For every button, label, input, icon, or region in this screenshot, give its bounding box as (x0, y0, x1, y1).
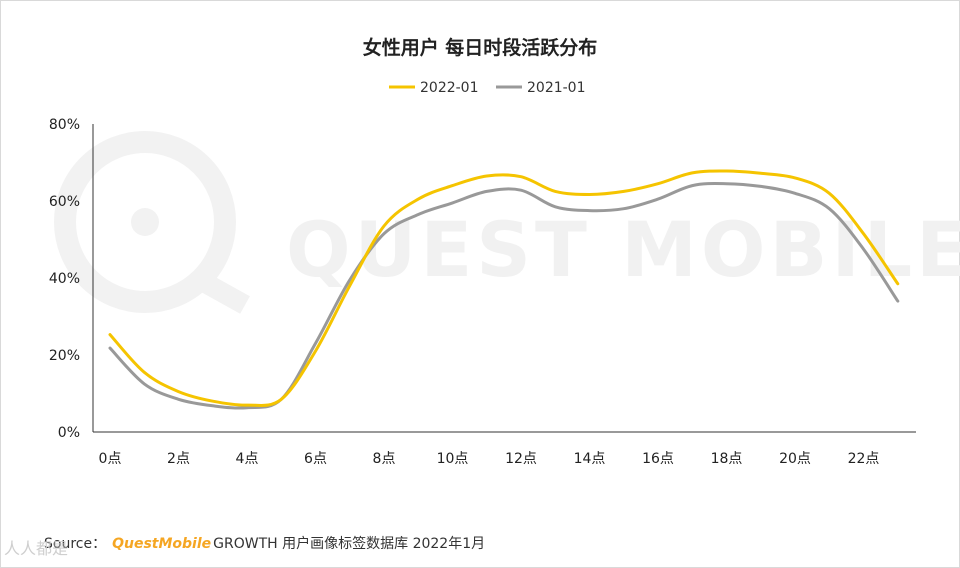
x-tick-label: 20点 (779, 451, 811, 467)
x-tick-label: 4点 (236, 451, 259, 467)
series-line-2021-01 (108, 182, 900, 410)
x-tick-label: 8点 (373, 451, 396, 467)
chart-title: 女性用户 每日时段活跃分布 (362, 37, 598, 59)
source-rest: GROWTH 用户画像标签数据库 2022年1月 (213, 536, 486, 552)
corner-watermark-text: 人人都是 (4, 539, 69, 558)
x-tick-label: 0点 (99, 451, 122, 467)
y-tick-label: 0% (58, 425, 80, 441)
y-tick-label: 60% (49, 194, 80, 210)
x-tick-label: 10点 (437, 451, 469, 467)
x-tick-label: 18点 (711, 451, 743, 467)
y-tick-label: 20% (49, 348, 80, 364)
legend-label-2021-01: 2021-01 (527, 80, 586, 96)
y-tick-label: 80% (49, 117, 80, 133)
x-tick-label: 22点 (848, 451, 880, 467)
source-brand: QuestMobile (112, 536, 212, 552)
watermark-logo-icon (54, 131, 250, 314)
watermark-text: QUEST MOBILE (286, 205, 960, 294)
source-prefix: Source： (44, 536, 107, 552)
series-line-2022-01 (108, 169, 900, 407)
x-tick-label: 6点 (304, 451, 327, 467)
y-tick-label: 40% (49, 271, 80, 287)
corner-watermark: 人人都是 (4, 535, 68, 559)
legend-label-2022-01: 2022-01 (420, 80, 479, 96)
x-tick-label: 14点 (574, 451, 606, 467)
source-note: Source： QuestMobile GROWTH 用户画像标签数据库 2022年… (44, 533, 485, 553)
x-tick-label: 2点 (167, 451, 190, 467)
x-tick-label: 16点 (642, 451, 674, 467)
x-tick-label: 12点 (505, 451, 537, 467)
